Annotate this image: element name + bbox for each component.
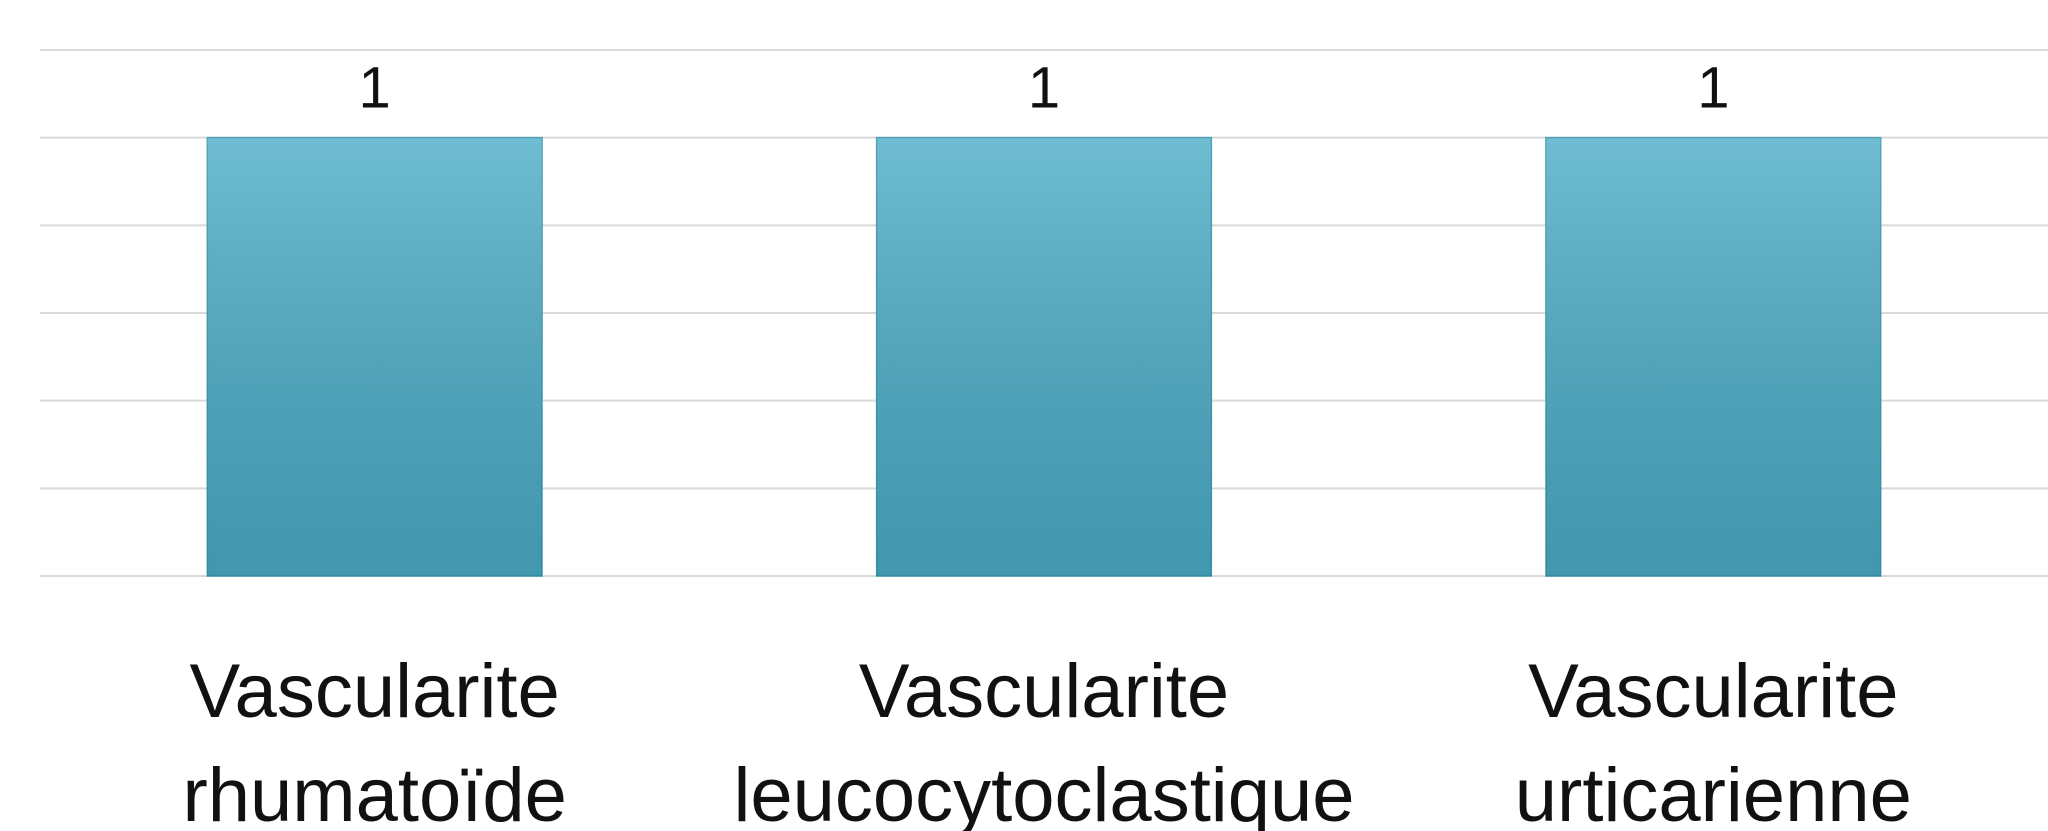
bar [1545,136,1882,577]
data-label: 1 [1697,56,1729,121]
x-tick-label: Vascularite urticarienne [1514,649,1912,831]
x-tick-label: Vascularite rhumatoïde [182,649,567,831]
data-label: 1 [359,56,391,121]
bar [875,136,1213,577]
x-tick-label: Vascularite leucocytoclastique [733,649,1355,831]
bar [206,136,543,577]
data-label: 1 [1028,56,1060,121]
